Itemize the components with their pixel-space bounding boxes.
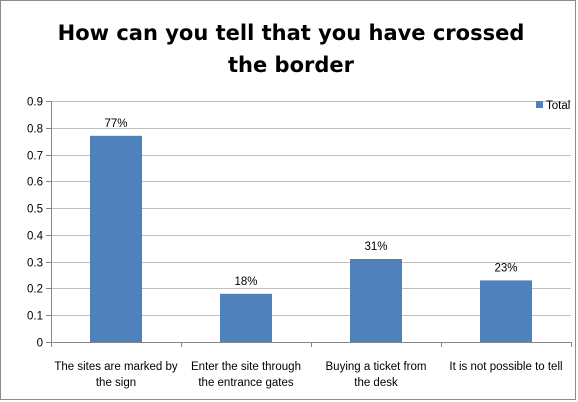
category-label: Buying a ticket from — [326, 361, 427, 373]
bars — [90, 135, 532, 342]
category-label: the desk — [354, 377, 398, 389]
y-tick-label: 0.4 — [27, 231, 44, 243]
bar — [220, 293, 272, 342]
bar — [350, 258, 402, 342]
y-tick-label: 0.8 — [27, 124, 43, 136]
x-axis-category-labels: The sites are marked by the sign Enter the… — [54, 361, 562, 389]
y-tick-label: 0 — [37, 338, 43, 350]
bar — [480, 280, 532, 342]
data-label: 23% — [494, 262, 517, 274]
y-tick-label: 0.2 — [27, 284, 43, 296]
category-label: The sites are marked by — [54, 361, 178, 373]
y-tick-label: 0.9 — [27, 97, 43, 109]
legend-swatch — [536, 101, 543, 108]
y-tick-label: 0.3 — [27, 258, 43, 270]
data-labels: 77% 18% 31% 23% — [104, 118, 517, 288]
axes — [46, 101, 572, 347]
data-label: 18% — [234, 276, 257, 288]
y-axis-tick-labels: 0 0.1 0.2 0.3 0.4 0.5 0.6 0.7 0.8 0.9 — [27, 97, 44, 350]
y-tick-label: 0.5 — [27, 204, 43, 216]
y-tick-label: 0.1 — [27, 311, 43, 323]
category-label: the sign — [96, 377, 136, 389]
category-label: It is not possible to tell — [449, 361, 562, 373]
legend-label: Total — [546, 100, 570, 112]
y-tick-label: 0.6 — [27, 177, 43, 189]
bar — [90, 135, 142, 342]
y-tick-label: 0.7 — [27, 151, 43, 163]
chart-title: How can you tell that you have crossed t… — [57, 21, 525, 77]
data-label: 31% — [364, 241, 387, 253]
category-label: Enter the site through — [191, 361, 301, 373]
data-label: 77% — [104, 118, 127, 130]
legend: Total — [536, 100, 570, 112]
category-label: the entrance gates — [198, 377, 294, 389]
